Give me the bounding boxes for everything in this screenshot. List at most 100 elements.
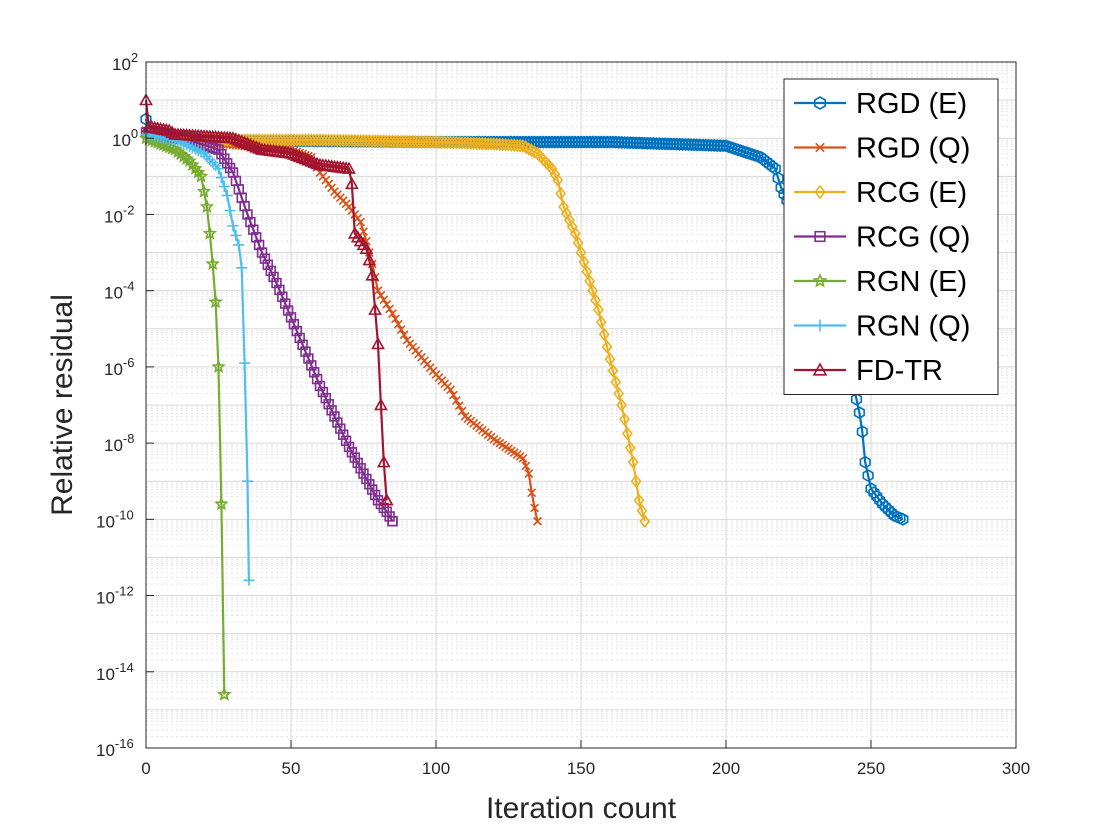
legend-item-rgd-q: RGD (Q) (794, 133, 970, 165)
y-tick-label: 100 (112, 126, 138, 150)
marker-rcg-e (636, 503, 648, 518)
marker-rcg-e (529, 145, 541, 159)
marker-rgd-e (853, 406, 865, 420)
legend-label: RGN (Q) (856, 311, 970, 343)
legend-item-rgn-e: RGN (E) (794, 266, 967, 298)
marker-fd-tr (345, 176, 359, 190)
marker-fd-tr (301, 153, 316, 166)
marker-rgd-q (521, 461, 531, 471)
legend-item-rgd-e: RGD (E) (794, 88, 967, 120)
marker-fd-tr (292, 149, 307, 163)
y-tick-label: 10-2 (104, 202, 134, 226)
marker-rcg-e (552, 173, 564, 187)
marker-rgd-e (717, 139, 729, 153)
marker-rcg-e (549, 167, 561, 182)
series-line-fd-tr (144, 99, 388, 501)
marker-rcg-e (616, 398, 628, 412)
marker-rcg-e (630, 474, 642, 489)
marker-rcg-q (364, 479, 375, 490)
marker-rcg-q (253, 239, 265, 251)
marker-rgn-q (233, 239, 245, 251)
x-axis-label: Iteration count (486, 792, 677, 825)
marker-rgn-e (202, 225, 218, 240)
marker-rgn-q (236, 262, 248, 274)
marker-rgd-e (877, 497, 889, 511)
marker-fd-tr (246, 139, 261, 152)
legend: RGD (E) RGD (Q) RCG (E) RCG (Q) RGN (E) RGN (… (783, 78, 999, 395)
marker-rgn-e (208, 294, 223, 309)
marker-rcg-e (569, 226, 581, 241)
marker-rgd-e (871, 490, 883, 503)
marker-rcg-e (555, 186, 567, 201)
marker-rcg-q (355, 463, 366, 474)
y-tick-label: 10-4 (104, 279, 134, 303)
legend-marker (812, 362, 828, 376)
marker-rcg-q (256, 247, 268, 258)
marker-fd-tr (342, 161, 356, 174)
marker-rcg-q (271, 277, 282, 289)
marker-rcg-q (332, 417, 343, 428)
legend-label: RCG (E) (856, 177, 967, 209)
marker-rcg-q (366, 484, 378, 495)
marker-rcg-q (274, 284, 285, 296)
marker-fd-tr (295, 150, 310, 164)
marker-fd-tr (376, 455, 391, 468)
marker-rcg-q (259, 253, 271, 264)
marker-rcg-q (207, 142, 218, 153)
marker-rgd-q (388, 309, 397, 318)
marker-rcg-e (581, 264, 593, 279)
marker-rcg-q (210, 143, 221, 154)
marker-rgd-e (868, 486, 880, 500)
marker-rcg-q (306, 360, 317, 371)
marker-rgn-e (205, 256, 220, 271)
marker-rgn-e (199, 199, 215, 213)
marker-rgd-q (385, 304, 395, 314)
marker-rcg-e (523, 142, 535, 156)
marker-rgd-q (373, 286, 383, 296)
marker-rcg-e (592, 302, 604, 317)
legend-marker (815, 142, 825, 153)
series-fd-tr (139, 92, 394, 506)
marker-rgd-q (527, 488, 537, 498)
marker-rgn-e (193, 168, 209, 183)
marker-rgd-q (376, 290, 386, 300)
legend-label: FD-TR (856, 355, 943, 387)
marker-rgn-e (217, 687, 232, 701)
marker-rgd-q (530, 503, 540, 513)
marker-rcg-e (587, 283, 599, 298)
marker-rgd-e (882, 503, 894, 517)
marker-rcg-q (300, 346, 311, 357)
marker-fd-tr (165, 125, 179, 138)
legend-marker (814, 230, 826, 243)
marker-rgd-q (359, 227, 368, 237)
x-tick-label: 0 (141, 759, 150, 778)
marker-rcg-e (607, 363, 619, 378)
marker-fd-tr (249, 140, 264, 153)
marker-rcg-e (514, 138, 526, 153)
marker-rgn-q (242, 475, 253, 487)
marker-rcg-e (590, 293, 601, 307)
marker-rgn-q (243, 574, 255, 586)
marker-rcg-e (578, 255, 590, 269)
marker-rcg-q (369, 489, 381, 501)
marker-rcg-q (335, 423, 346, 434)
marker-fd-tr (368, 302, 382, 315)
marker-fd-tr (240, 136, 255, 150)
y-tick-label: 10-12 (96, 584, 134, 608)
marker-rcg-e (627, 455, 639, 469)
marker-rcg-q (346, 447, 358, 458)
y-tick-label: 10-8 (104, 431, 134, 455)
marker-rgd-e (885, 506, 897, 520)
ticks: 0 50 100 150 200 250 300 102 100 10-2 10-4 10-6 10-8… (96, 50, 1030, 778)
marker-rcg-q (288, 319, 300, 330)
marker-rcg-e (526, 143, 538, 158)
legend-marker (814, 319, 826, 332)
y-tick-label: 10-14 (96, 660, 134, 684)
legend-label: RGD (E) (856, 88, 967, 120)
x-tick-label: 300 (1002, 759, 1030, 778)
marker-rgn-q (227, 220, 239, 232)
marker-fd-tr (289, 148, 304, 161)
marker-rcg-q (340, 435, 352, 447)
marker-rgn-q (230, 229, 242, 241)
marker-rgd-q (524, 469, 534, 479)
